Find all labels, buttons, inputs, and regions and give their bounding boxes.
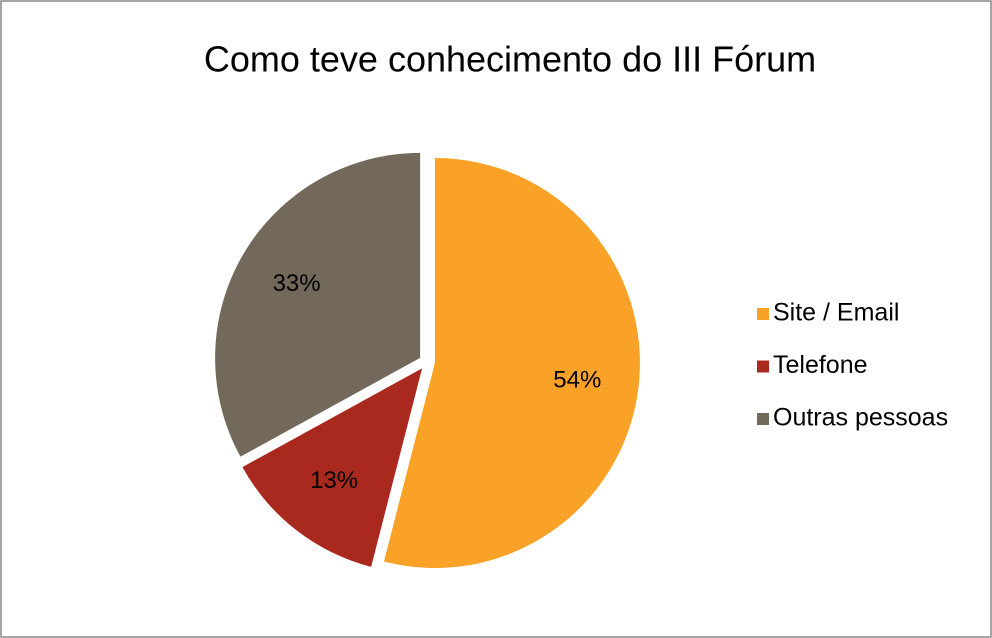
legend-label: Outras pessoas xyxy=(773,404,948,432)
chart-title: Como teve conhecimento do III Fórum xyxy=(204,39,816,80)
legend-swatch xyxy=(757,308,769,320)
data-label: 33% xyxy=(273,270,321,297)
legend-swatch xyxy=(757,413,769,425)
legend-swatch xyxy=(757,360,769,373)
legend-label: Site / Email xyxy=(773,299,899,327)
pie-slice xyxy=(383,158,640,569)
pie-slice xyxy=(242,368,423,567)
data-label: 13% xyxy=(310,467,358,494)
data-label: 54% xyxy=(553,366,601,393)
pie-slice xyxy=(215,152,421,457)
legend-label: Telefone xyxy=(773,351,868,379)
